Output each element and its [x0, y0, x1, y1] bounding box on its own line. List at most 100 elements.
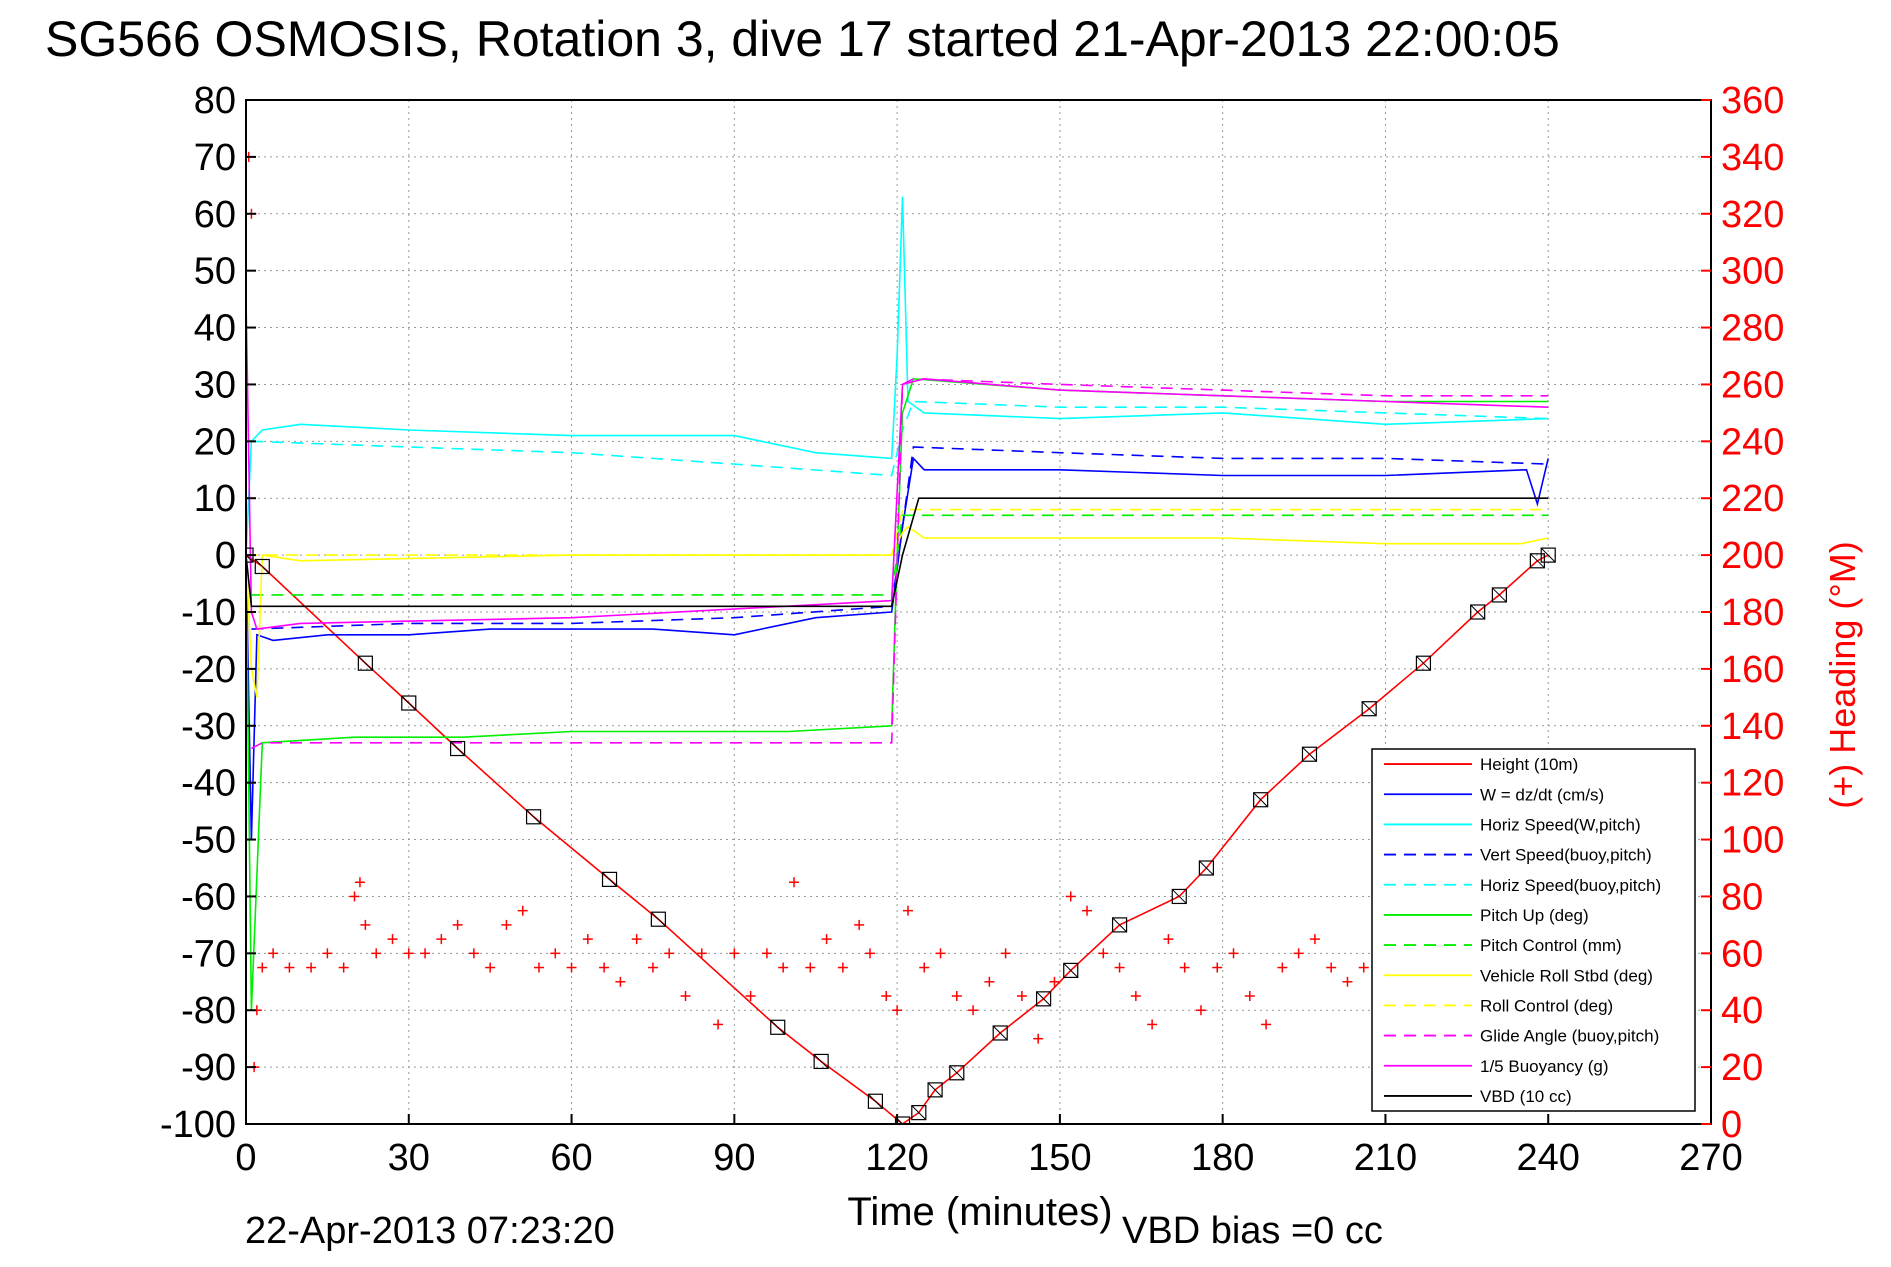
- heading-point: [436, 934, 447, 945]
- height-marker: [911, 1105, 927, 1121]
- chart-title: SG566 OSMOSIS, Rotation 3, dive 17 start…: [45, 11, 1560, 67]
- height-marker-diag: [1199, 860, 1214, 876]
- height-marker-diag: [401, 695, 417, 711]
- y2-tick-label: 360: [1721, 80, 1784, 122]
- heading-point: [1065, 891, 1076, 902]
- series-line-1-5-buoyancy-g: [246, 299, 1549, 630]
- heading-point: [284, 962, 295, 973]
- heading-point: [371, 948, 382, 959]
- height-marker-box: [770, 1019, 786, 1035]
- y2-tick-label: 80: [1721, 876, 1763, 918]
- y2-tick-label: 20: [1721, 1047, 1763, 1089]
- heading-point: [566, 962, 577, 973]
- y2-tick-label: 300: [1721, 251, 1784, 293]
- height-marker-diag: [1470, 604, 1486, 620]
- height-marker-diag: [927, 1082, 943, 1098]
- y-tick-label: -90: [181, 1047, 236, 1089]
- x-tick-label: 90: [713, 1137, 755, 1179]
- height-marker-diag: [770, 1019, 786, 1035]
- legend-label: VBD (10 cc): [1480, 1087, 1572, 1106]
- heading-point: [1261, 1019, 1272, 1030]
- height-marker: [357, 655, 373, 671]
- y-tick-label: 0: [215, 535, 236, 577]
- height-marker-diag: [1063, 963, 1079, 978]
- y2-tick-label: 220: [1721, 478, 1784, 520]
- heading-point: [599, 962, 610, 973]
- height-marker-diag: [1112, 917, 1127, 933]
- y-tick-label: -30: [181, 706, 236, 748]
- heading-point: [403, 948, 414, 959]
- heading-point: [1212, 962, 1223, 973]
- heading-point: [696, 948, 707, 959]
- height-marker-box: [650, 911, 666, 927]
- x-axis: 0 30 60 90 120 150 180 210 240 270: [235, 1114, 1743, 1179]
- y-tick-label: -100: [160, 1104, 236, 1146]
- height-marker: [401, 695, 417, 711]
- heading-point: [1098, 948, 1109, 959]
- y2-tick-label: 120: [1721, 763, 1784, 805]
- y2-tick-label: 340: [1721, 137, 1784, 179]
- height-marker: [1470, 604, 1486, 620]
- heading-point: [349, 891, 360, 902]
- legend-label: Horiz Speed(W,pitch): [1480, 815, 1641, 834]
- height-marker-diag: [246, 554, 254, 563]
- heading-point: [1179, 962, 1190, 973]
- y2-tick-label: 160: [1721, 649, 1784, 691]
- y-axis-right: 0 20 40 60 80 100 120 140 160 180 200 220 240 260 280 3…: [1701, 80, 1784, 1146]
- heading-point: [485, 962, 496, 973]
- height-marker: [1301, 746, 1318, 762]
- heading-point: [517, 905, 528, 916]
- x-tick-label: 210: [1354, 1137, 1417, 1179]
- heading-point: [1033, 1033, 1044, 1044]
- y2-tick-label: 200: [1721, 535, 1784, 577]
- heading-point: [354, 877, 365, 888]
- y2-axis-label: (+) Heading (°M): [1822, 541, 1863, 808]
- height-marker-diag: [1361, 701, 1377, 717]
- height-marker-box: [992, 1025, 1008, 1041]
- footer-timestamp: 22-Apr-2013 07:23:20: [245, 1210, 615, 1252]
- y2-tick-label: 140: [1721, 706, 1784, 748]
- height-marker: [601, 871, 618, 887]
- series-line-vert-speed-buoy-pitch: [251, 446, 1549, 630]
- y-tick-label: 70: [194, 137, 236, 179]
- heading-point: [1130, 991, 1141, 1001]
- y-tick-label: 40: [194, 308, 236, 350]
- heading-point: [322, 948, 333, 959]
- x-tick-label: 120: [865, 1137, 928, 1179]
- heading-point: [789, 877, 800, 888]
- heading-point: [1000, 948, 1011, 959]
- height-marker: [525, 809, 542, 825]
- height-marker-diag: [992, 1025, 1008, 1041]
- heading-point: [501, 919, 512, 930]
- heading-point: [631, 934, 642, 945]
- height-marker-diag: [254, 559, 270, 574]
- series-line-vbd-10-cc: [246, 497, 1549, 608]
- y-tick-label: -40: [181, 763, 236, 805]
- x-tick-label: 0: [235, 1137, 256, 1179]
- heading-point: [268, 948, 279, 959]
- y2-tick-label: 320: [1721, 194, 1784, 236]
- y2-tick-label: 100: [1721, 820, 1784, 862]
- y2-tick-label: 60: [1721, 933, 1763, 975]
- heading-point: [892, 1005, 903, 1016]
- height-marker-box: [1415, 655, 1432, 671]
- legend-label: 1/5 Buoyancy (g): [1480, 1057, 1609, 1076]
- heading-point: [647, 962, 658, 973]
- legend: Height (10m) W = dz/dt (cm/s) Horiz Speed(…: [1371, 748, 1696, 1112]
- heading-point: [387, 934, 398, 945]
- heading-point: [1114, 962, 1125, 973]
- heading-point: [534, 962, 544, 973]
- height-marker-diag: [651, 911, 666, 927]
- height-marker-diag: [358, 655, 373, 671]
- height-marker-box: [1491, 587, 1507, 603]
- heading-point: [1049, 976, 1060, 987]
- heading-point: [1358, 962, 1369, 973]
- series-line-glide-angle-buoy-pitch: [251, 377, 1549, 750]
- y-tick-label: 60: [194, 194, 236, 236]
- height-marker-box: [1198, 860, 1214, 876]
- heading-point: [713, 1019, 724, 1030]
- height-marker: [1253, 792, 1269, 808]
- height-marker-diag: [526, 809, 541, 825]
- height-marker-box: [927, 1082, 943, 1098]
- heading-point: [1147, 1019, 1158, 1030]
